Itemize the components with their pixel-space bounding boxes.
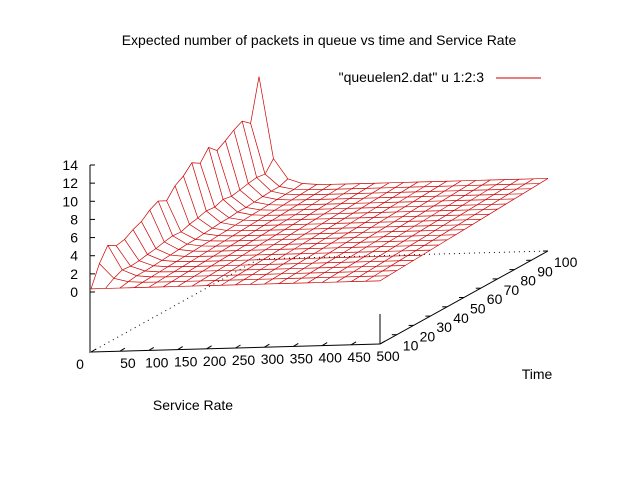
surface-mesh-line bbox=[220, 182, 390, 286]
x-tick-mark bbox=[264, 343, 270, 348]
z-tick-label: 14 bbox=[62, 157, 78, 173]
surface-mesh bbox=[90, 76, 549, 290]
x-tick-label: 450 bbox=[347, 349, 371, 365]
surface-mesh-line bbox=[134, 183, 303, 288]
z-tick-label: 0 bbox=[70, 284, 78, 300]
surface-mesh-line bbox=[264, 181, 433, 285]
y-tick-label: 30 bbox=[436, 319, 452, 335]
surface-mesh-line bbox=[174, 185, 465, 237]
back-x-axis-line bbox=[90, 258, 260, 353]
legend-label: "queuelen2.dat" u 1:2:3 bbox=[339, 69, 485, 85]
chart-title: Expected number of packets in queue vs t… bbox=[122, 32, 517, 48]
surface-mesh-line bbox=[322, 179, 491, 283]
surface-mesh-line bbox=[163, 184, 332, 288]
y-tick-label: 70 bbox=[504, 282, 520, 298]
y-tick-label: 50 bbox=[470, 301, 486, 317]
surface-mesh-line bbox=[249, 181, 419, 285]
surface-mesh-line bbox=[191, 183, 361, 287]
y-tick-label: 100 bbox=[554, 254, 578, 270]
x-tick-mark bbox=[148, 346, 155, 351]
x-tick-mark bbox=[350, 341, 357, 346]
surface-mesh-line bbox=[148, 184, 317, 288]
y-tick-label: 80 bbox=[520, 273, 536, 289]
x-tick-mark bbox=[90, 348, 97, 353]
x-tick-label: 250 bbox=[232, 352, 256, 368]
x-tick-mark bbox=[379, 340, 386, 345]
surface-mesh-line bbox=[119, 178, 289, 289]
x-tick-label: 50 bbox=[120, 355, 136, 371]
surface-mesh-line bbox=[307, 180, 476, 284]
y-tick-label: 90 bbox=[537, 263, 553, 279]
y-tick-label: 40 bbox=[453, 310, 469, 326]
y-tick-label: 10 bbox=[403, 338, 419, 354]
surface-mesh-line bbox=[241, 121, 532, 196]
z-tick-label: 2 bbox=[70, 266, 78, 282]
x-tick-label: 400 bbox=[319, 350, 343, 366]
surface-mesh-line bbox=[258, 76, 549, 185]
y-axis-label: Time bbox=[522, 366, 553, 382]
x-tick-mark bbox=[206, 345, 212, 350]
surface-mesh-line bbox=[105, 158, 274, 289]
x-tick-label: 300 bbox=[261, 351, 285, 367]
surface-mesh-line bbox=[278, 180, 448, 284]
surface-mesh-line bbox=[90, 76, 260, 289]
x-tick-label: 350 bbox=[290, 350, 314, 366]
x-tick-mark bbox=[321, 342, 328, 347]
x-tick-mark bbox=[119, 347, 126, 352]
z-tick-label: 4 bbox=[70, 248, 78, 264]
surface-mesh-line bbox=[177, 183, 346, 287]
x-tick-label: 100 bbox=[145, 354, 169, 370]
z-tick-label: 6 bbox=[70, 230, 78, 246]
y-tick-label: 60 bbox=[487, 291, 503, 307]
x-tick-label: 0 bbox=[76, 356, 84, 372]
surface-mesh-line bbox=[293, 180, 462, 284]
x-tick-mark bbox=[177, 346, 183, 351]
x-tick-label: 500 bbox=[376, 348, 400, 364]
axes bbox=[89, 164, 549, 353]
x-axis-label: Service Rate bbox=[153, 397, 233, 413]
surface-mesh-line bbox=[350, 178, 520, 282]
y-tick-label: 20 bbox=[420, 328, 436, 344]
surface-mesh-line bbox=[336, 179, 505, 283]
z-tick-label: 12 bbox=[62, 175, 78, 191]
surface-mesh-line bbox=[206, 182, 375, 286]
x-tick-mark bbox=[235, 344, 241, 349]
x-tick-label: 150 bbox=[174, 354, 198, 370]
x-tick-mark bbox=[293, 342, 299, 347]
surface-mesh-line bbox=[216, 150, 507, 211]
back-y-axis-line bbox=[258, 250, 549, 260]
surface-mesh-line bbox=[199, 163, 490, 221]
surface-mesh-line bbox=[235, 182, 404, 286]
z-tick-label: 8 bbox=[70, 211, 78, 227]
surface-mesh-line bbox=[365, 178, 534, 282]
surface-mesh-line bbox=[379, 178, 549, 282]
x-tick-label: 200 bbox=[203, 353, 227, 369]
tick-labels: 0 50 100 150 200 250 300 350 400 450 5001020304050… bbox=[62, 157, 577, 372]
z-tick-label: 10 bbox=[62, 193, 78, 209]
